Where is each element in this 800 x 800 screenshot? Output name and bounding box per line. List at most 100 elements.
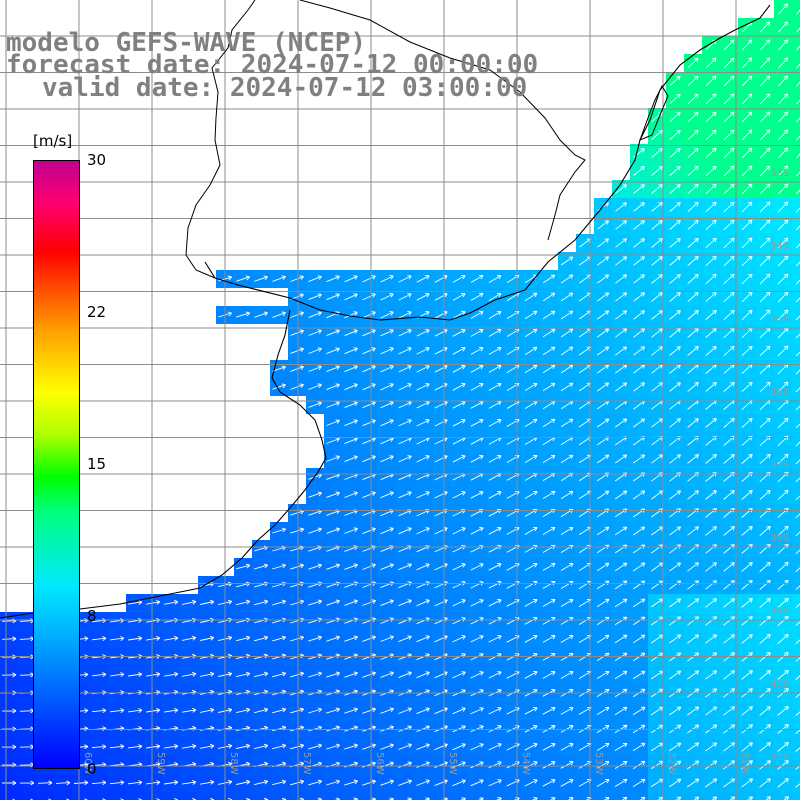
- wind-arrow: [777, 183, 789, 195]
- wind-arrow: [344, 743, 359, 750]
- wind-arrow: [669, 292, 681, 302]
- wind-arrow: [272, 635, 287, 642]
- wind-arrow: [795, 279, 800, 285]
- wind-arrow: [632, 760, 646, 770]
- wind-arrow: [524, 635, 538, 643]
- wind-arrow: [759, 742, 771, 752]
- wind-cell: [468, 792, 486, 800]
- wind-arrow: [182, 635, 197, 641]
- wind-cell: [792, 468, 800, 486]
- wind-arrow: [687, 634, 700, 644]
- wind-arrow: [687, 165, 699, 177]
- wind-arrow: [795, 171, 800, 177]
- wind-cell: [792, 126, 800, 144]
- wind-arrow: [615, 202, 627, 212]
- wind-arrow: [795, 351, 800, 357]
- wind-arrow: [759, 57, 771, 69]
- wind-arrow: [651, 256, 663, 266]
- wind-arrow: [200, 671, 215, 677]
- wind-arrow: [633, 310, 645, 320]
- wind-arrow: [687, 562, 700, 572]
- wind-arrow: [326, 599, 340, 606]
- wind-arrow: [795, 261, 800, 267]
- wind-arrow: [777, 111, 789, 123]
- wind-arrow: [416, 491, 430, 499]
- wind-arrow: [596, 418, 610, 428]
- wind-arrow: [73, 780, 89, 786]
- wind-arrow: [596, 490, 610, 500]
- wind-arrow: [560, 743, 574, 751]
- wind-arrow: [741, 742, 753, 752]
- wind-arrow: [398, 707, 412, 714]
- wind-arrow: [488, 761, 502, 769]
- wind-arrow: [452, 527, 466, 535]
- wind-arrow: [452, 671, 466, 679]
- wind-arrow: [633, 292, 645, 302]
- wind-arrow: [272, 527, 287, 534]
- wind-arrow: [452, 707, 466, 715]
- buenos-aires-coast: [0, 309, 327, 619]
- brazil-uruguay-border: [299, 0, 586, 241]
- wind-arrow: [308, 347, 322, 354]
- wind-arrow: [651, 220, 663, 230]
- wind-arrow: [632, 670, 646, 680]
- wind-arrow: [227, 797, 233, 800]
- wind-arrow: [614, 760, 628, 769]
- wind-arrow: [651, 202, 663, 212]
- wind-arrow: [91, 744, 107, 750]
- wind-arrow: [109, 780, 125, 786]
- wind-arrow: [615, 184, 627, 194]
- wind-arrow: [633, 418, 646, 428]
- wind-arrow: [542, 454, 556, 463]
- wind-arrow: [705, 147, 717, 159]
- wind-arrow: [308, 599, 323, 606]
- wind-arrow: [614, 670, 628, 680]
- wind-arrow: [272, 383, 286, 390]
- wind-arrow: [687, 418, 699, 428]
- wind-arrow: [615, 256, 628, 266]
- wind-arrow: [741, 526, 753, 536]
- wind-cell: [792, 792, 800, 800]
- wind-arrow: [669, 238, 681, 248]
- wind-arrow: [741, 255, 753, 267]
- wind-cell: [558, 792, 576, 800]
- wind-arrow: [344, 707, 358, 714]
- wind-cell: [414, 792, 432, 800]
- wind-cell: [792, 450, 800, 468]
- wind-arrow: [777, 93, 789, 105]
- wind-arrow: [308, 311, 322, 319]
- wind-arrow: [687, 147, 699, 159]
- wind-arrow: [470, 383, 484, 391]
- wind-cell: [792, 72, 800, 90]
- wind-arrow: [488, 274, 502, 283]
- wind-arrow: [488, 527, 502, 535]
- wind-arrow: [632, 598, 646, 608]
- wind-arrow: [633, 256, 645, 266]
- wind-arrow: [560, 707, 574, 715]
- colorbar-tick-15: 15: [87, 455, 107, 473]
- wind-cell: [792, 342, 800, 360]
- wind-arrow: [109, 708, 125, 713]
- longitude-label: 51W: [739, 752, 750, 775]
- wind-arrow: [796, 81, 800, 87]
- wind-arrow: [290, 527, 305, 534]
- wind-arrow: [326, 527, 340, 534]
- wind-cell: [792, 306, 800, 324]
- wind-arrow: [669, 328, 681, 338]
- wind-arrow: [651, 274, 663, 284]
- wind-arrow: [795, 333, 800, 339]
- wind-cell: [792, 486, 800, 504]
- wind-arrow: [632, 580, 646, 590]
- wind-arrow: [560, 598, 574, 607]
- wind-arrow: [254, 671, 269, 678]
- wind-arrow: [236, 635, 251, 642]
- wind-arrow: [741, 165, 753, 177]
- wind-arrow: [597, 292, 610, 302]
- wind-arrow: [651, 562, 664, 572]
- wind-arrow: [452, 599, 466, 607]
- wind-arrow: [651, 166, 663, 176]
- wind-arrow: [398, 599, 412, 607]
- wind-cell: [792, 576, 800, 594]
- latitude-label: 34S: [770, 241, 789, 252]
